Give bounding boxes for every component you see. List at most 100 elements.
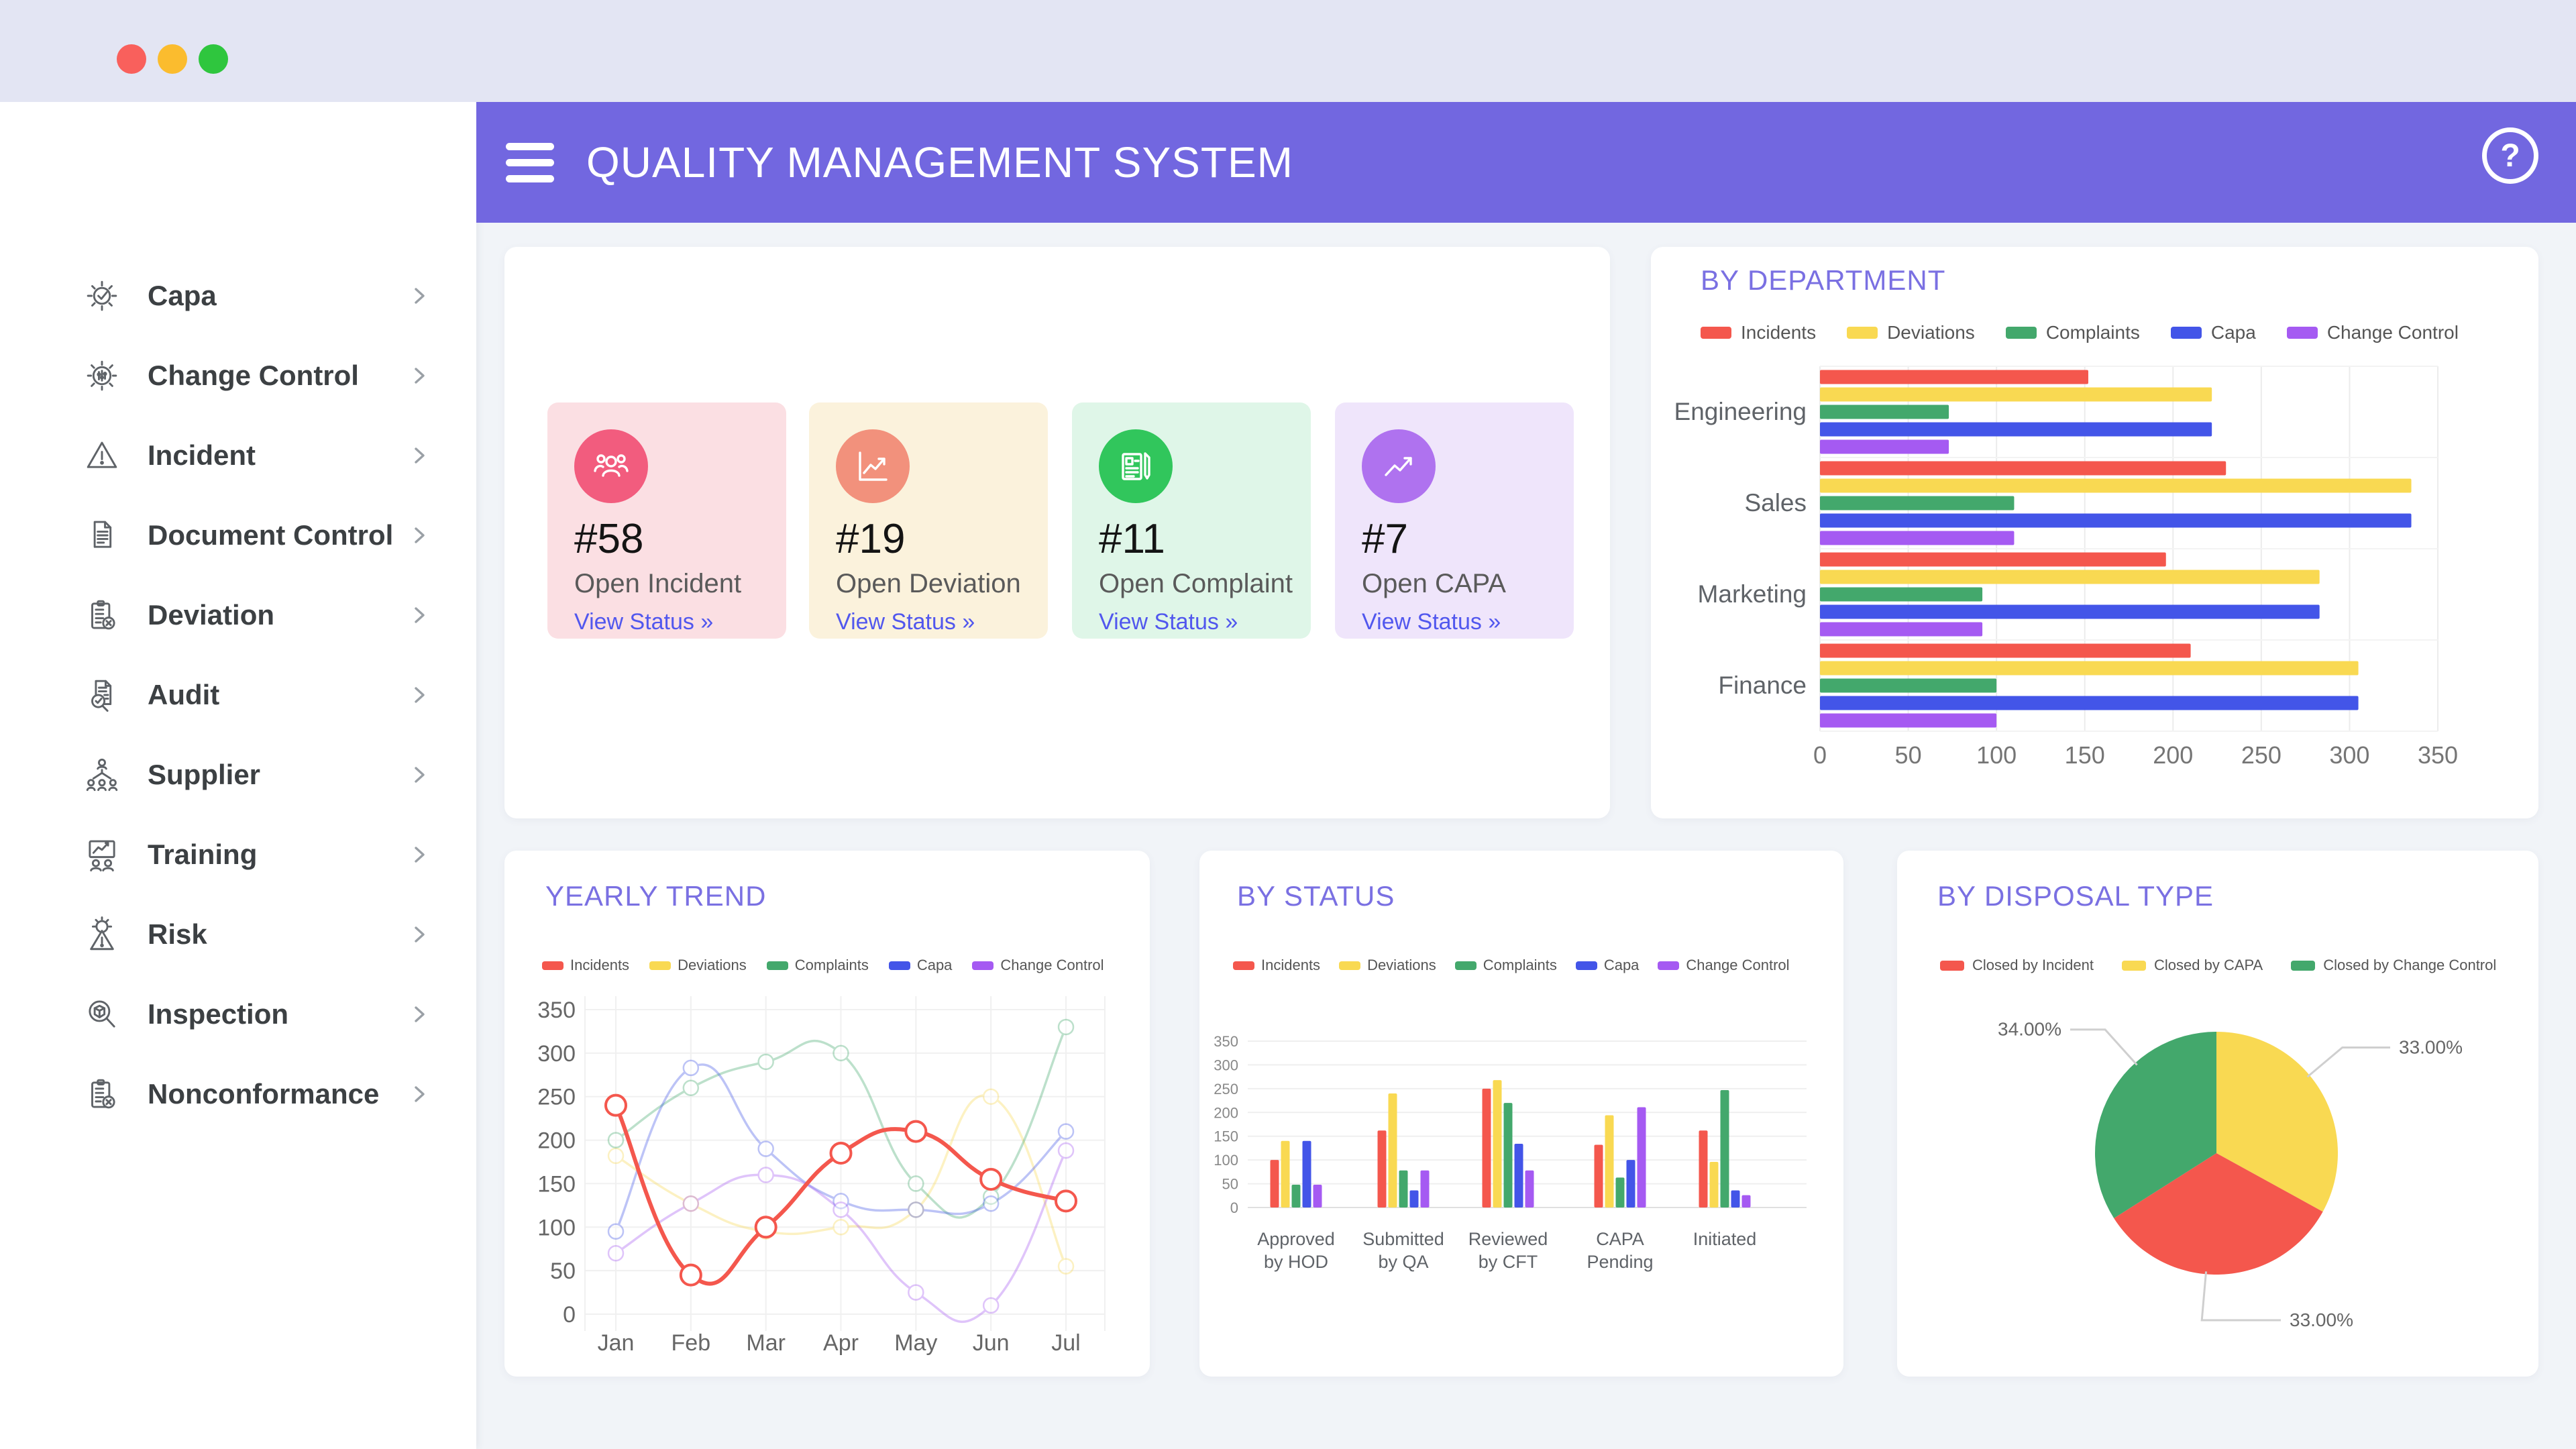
legend-item-closed-by-capa[interactable]: Closed by CAPA bbox=[2122, 957, 2263, 974]
sidebar-item-label: Training bbox=[148, 838, 258, 870]
view-status-link[interactable]: View Status » bbox=[574, 609, 714, 635]
sidebar-item-change-control[interactable]: Change Control bbox=[0, 335, 476, 415]
sidebar-item-incident[interactable]: Incident bbox=[0, 415, 476, 495]
by-disposal-type-legend: Closed by Incident Closed by CAPA Closed b… bbox=[1940, 957, 2496, 974]
sidebar-item-deviation[interactable]: Deviation bbox=[0, 575, 476, 655]
svg-text:Reviewed: Reviewed bbox=[1468, 1229, 1548, 1249]
chevron-right-icon bbox=[408, 684, 431, 706]
sidebar-item-label: Supplier bbox=[148, 758, 261, 790]
svg-text:300: 300 bbox=[1214, 1057, 1238, 1073]
by-status-chart: 0 50 100 150 200 250 300 350 Approved by HOD Submi… bbox=[1214, 1033, 1807, 1272]
help-button[interactable]: ? bbox=[2482, 127, 2538, 184]
legend-item-change-control[interactable]: Change Control bbox=[2286, 322, 2459, 343]
page-title: QUALITY MANAGEMENT SYSTEM bbox=[586, 138, 1293, 186]
audit-doc-magnifier-icon bbox=[82, 675, 122, 715]
legend-item-capa[interactable]: Capa bbox=[888, 957, 952, 974]
svg-text:34.00%: 34.00% bbox=[1998, 1019, 2061, 1040]
svg-text:350: 350 bbox=[2418, 741, 2458, 769]
legend-label: Deviations bbox=[1367, 957, 1436, 973]
legend-item-capa[interactable]: Capa bbox=[1575, 957, 1640, 974]
svg-text:Initiated: Initiated bbox=[1693, 1229, 1757, 1249]
view-status-link[interactable]: View Status » bbox=[836, 609, 975, 635]
legend-swatch bbox=[542, 961, 564, 970]
legend-item-incidents[interactable]: Incidents bbox=[542, 957, 629, 974]
legend-label: Closed by Incident bbox=[1972, 957, 2094, 973]
app-header: QUALITY MANAGEMENT SYSTEM ? bbox=[476, 102, 2576, 223]
svg-text:Engineering: Engineering bbox=[1674, 398, 1807, 425]
legend-swatch bbox=[1658, 961, 1680, 970]
menu-icon[interactable] bbox=[506, 142, 554, 182]
legend-item-closed-by-incident[interactable]: Closed by Incident bbox=[1940, 957, 2094, 974]
sidebar-item-supplier[interactable]: Supplier bbox=[0, 735, 476, 814]
by-disposal-type-panel: BY DISPOSAL TYPE Closed by Incident Close… bbox=[1897, 851, 2538, 1377]
stat-label: Open Complaint bbox=[1099, 569, 1293, 598]
legend-item-complaints[interactable]: Complaints bbox=[2005, 322, 2140, 343]
svg-text:Apr: Apr bbox=[823, 1330, 859, 1356]
svg-text:by QA: by QA bbox=[1378, 1252, 1428, 1272]
svg-text:50: 50 bbox=[1895, 741, 1922, 769]
view-status-link[interactable]: View Status » bbox=[1099, 609, 1238, 635]
svg-text:100: 100 bbox=[1214, 1152, 1238, 1169]
legend-item-deviations[interactable]: Deviations bbox=[649, 957, 747, 974]
legend-item-incidents[interactable]: Incidents bbox=[1233, 957, 1320, 974]
svg-text:350: 350 bbox=[1214, 1033, 1238, 1050]
view-status-link[interactable]: View Status » bbox=[1362, 609, 1501, 635]
legend-label: Complaints bbox=[1483, 957, 1557, 973]
legend-item-change-control[interactable]: Change Control bbox=[1658, 957, 1790, 974]
window-zoom-button[interactable] bbox=[199, 44, 228, 74]
legend-item-complaints[interactable]: Complaints bbox=[1454, 957, 1557, 974]
legend-label: Deviations bbox=[1887, 322, 1975, 343]
clipboard-x-icon bbox=[82, 595, 122, 635]
legend-swatch bbox=[1233, 961, 1254, 970]
sidebar: Capa Change Control Incident Document Contr… bbox=[0, 102, 476, 1449]
svg-text:350: 350 bbox=[537, 998, 576, 1023]
legend-item-deviations[interactable]: Deviations bbox=[1339, 957, 1436, 974]
sidebar-item-label: Inspection bbox=[148, 998, 289, 1030]
legend-swatch bbox=[766, 961, 788, 970]
chevron-right-icon bbox=[408, 843, 431, 866]
sidebar-item-training[interactable]: Training bbox=[0, 814, 476, 894]
svg-text:200: 200 bbox=[1214, 1104, 1238, 1121]
sidebar-item-inspection[interactable]: Inspection bbox=[0, 974, 476, 1054]
legend-item-incidents[interactable]: Incidents bbox=[1701, 322, 1816, 343]
legend-label: Closed by Change Control bbox=[2323, 957, 2497, 973]
legend-label: Complaints bbox=[794, 957, 869, 973]
chevron-right-icon bbox=[408, 1003, 431, 1026]
svg-text:250: 250 bbox=[2241, 741, 2282, 769]
sidebar-nav: Capa Change Control Incident Document Contr… bbox=[0, 102, 476, 1134]
stat-label: Open Deviation bbox=[836, 569, 1021, 598]
capa-gear-check-icon bbox=[82, 276, 122, 316]
window-close-button[interactable] bbox=[117, 44, 146, 74]
svg-text:150: 150 bbox=[1214, 1128, 1238, 1145]
svg-text:200: 200 bbox=[537, 1128, 576, 1154]
legend-label: Capa bbox=[1603, 957, 1640, 973]
sidebar-item-document-control[interactable]: Document Control bbox=[0, 495, 476, 575]
legend-item-deviations[interactable]: Deviations bbox=[1847, 322, 1975, 343]
warning-triangle-icon bbox=[82, 435, 122, 476]
sidebar-item-nonconformance[interactable]: Nonconformance bbox=[0, 1054, 476, 1134]
legend-item-complaints[interactable]: Complaints bbox=[766, 957, 869, 974]
yearly-trend-panel: YEARLY TREND Incidents Deviations Complain… bbox=[504, 851, 1150, 1377]
chevron-right-icon bbox=[408, 364, 431, 387]
svg-text:0: 0 bbox=[1813, 741, 1827, 769]
newspaper-icon bbox=[1099, 429, 1173, 503]
legend-item-change-control[interactable]: Change Control bbox=[972, 957, 1104, 974]
window-minimize-button[interactable] bbox=[158, 44, 187, 74]
sidebar-item-capa[interactable]: Capa bbox=[0, 256, 476, 335]
help-icon: ? bbox=[2500, 138, 2520, 174]
yearly-trend-legend: Incidents Deviations Complaints Capa Change … bbox=[542, 957, 1104, 974]
legend-swatch bbox=[1701, 327, 1731, 339]
people-icon bbox=[574, 429, 648, 503]
legend-label: Incidents bbox=[570, 957, 630, 973]
by-disposal-type-title: BY DISPOSAL TYPE bbox=[1937, 880, 2214, 912]
svg-text:by HOD: by HOD bbox=[1264, 1252, 1328, 1272]
chevron-right-icon bbox=[408, 1083, 431, 1106]
by-department-title: BY DEPARTMENT bbox=[1701, 264, 1946, 296]
chevron-right-icon bbox=[408, 524, 431, 547]
legend-swatch bbox=[972, 961, 994, 970]
legend-swatch bbox=[1454, 961, 1477, 970]
legend-item-capa[interactable]: Capa bbox=[2170, 322, 2256, 343]
legend-item-closed-by-change-control[interactable]: Closed by Change Control bbox=[2291, 957, 2496, 974]
sidebar-item-audit[interactable]: Audit bbox=[0, 655, 476, 735]
sidebar-item-risk[interactable]: Risk bbox=[0, 894, 476, 974]
